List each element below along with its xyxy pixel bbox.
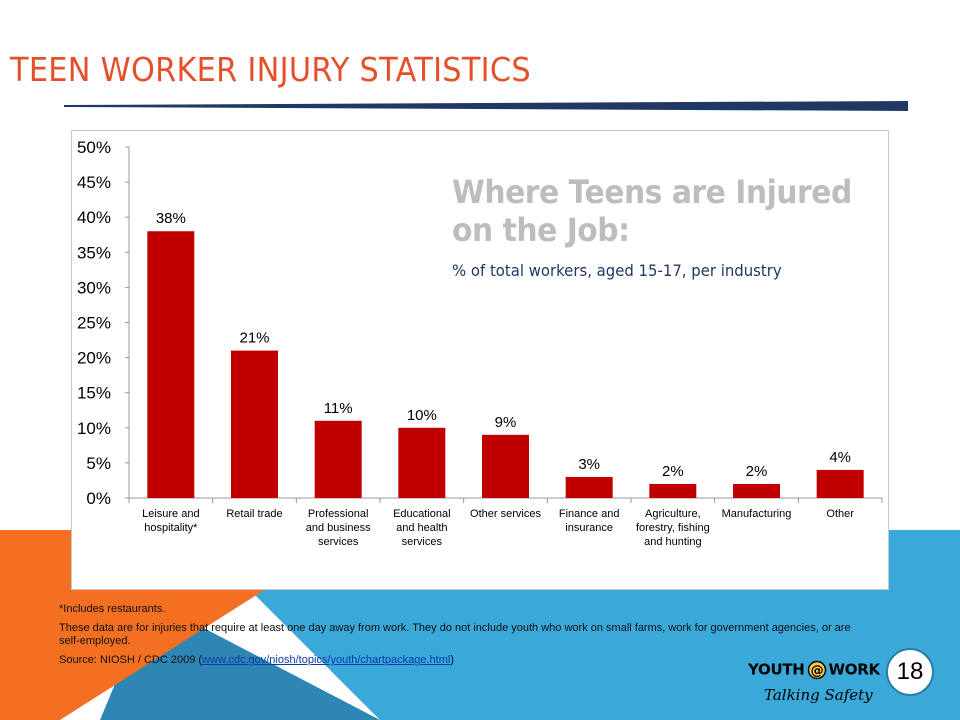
footnote-scope: These data are for injuries that require… [59,622,851,647]
data-label: 10% [407,407,437,424]
source-prefix: Source: NIOSH / CDC 2009 ( [59,654,203,666]
data-label: 2% [746,463,768,480]
data-label: 38% [156,210,186,227]
y-tick-label: 5% [86,454,111,473]
x-tick-label-line: services [402,536,443,548]
youth-at-work-logo: YOUTH @ WORK Talking Safety [748,656,888,716]
x-tick-label: Agriculture, forestry, fishing and hunting [636,508,710,548]
x-tick-label-line: Leisure and [142,508,200,520]
y-tick-label: 50% [77,138,111,157]
x-tick-label: Professional and business services [306,508,371,548]
x-tick-label: Manufacturing [722,508,792,520]
data-label: 21% [239,330,269,347]
x-tick-label-line: Manufacturing [722,508,792,520]
x-tick-label: Educational and health services [393,508,451,548]
x-tick-label-line: Educational [393,508,451,520]
logo-tagline: Talking Safety [764,686,873,704]
footnote-restaurants: *Includes restaurants. [59,603,166,615]
y-tick-label: 35% [77,243,111,262]
y-tick-label: 30% [77,278,111,297]
source-link[interactable]: www.cdc.gov/niosh/topics/youth/chartpack… [202,654,451,666]
data-label: 4% [829,449,851,466]
bar-4 [482,434,529,498]
title-underline [64,101,908,111]
chart-panel: 0% 5% 10% 15% 20% 25% 30% 35% 40% 45% 50% 38% Leisur… [71,130,889,590]
source-suffix: ) [450,654,454,666]
x-tick-label-line: hospitality* [144,522,198,534]
bar-3 [398,427,446,498]
footnotes: *Includes restaurants. These data are fo… [59,603,859,673]
bar-7 [733,483,780,498]
x-tick-label-line: insurance [565,522,613,534]
svg-text:@: @ [810,664,823,679]
slide-title: TEEN WORKER INJURY STATISTICS [10,50,531,89]
data-label: 2% [662,463,684,480]
bar-2 [314,420,362,498]
y-tick-label: 45% [77,173,111,192]
x-tick-label-line: and health [396,522,447,534]
page-number: 18 [886,648,934,696]
x-tick-label-line: Retail trade [226,508,282,520]
data-label: 9% [495,414,517,431]
footnote-source: Source: NIOSH / CDC 2009 (www.cdc.gov/ni… [59,654,859,667]
x-tick-label: Retail trade [226,508,282,520]
y-tick-label: 10% [77,419,111,438]
chart-title: Where Teens are Injured on the Job: [452,173,852,249]
at-sign-icon: @ [807,660,826,680]
x-tick-label-line: Professional [308,508,369,520]
y-tick-label: 20% [77,349,111,368]
x-tick-label: Other [826,508,854,520]
x-tick-label: Finance and insurance [559,508,620,534]
y-tick-label: 0% [86,489,111,508]
bar-6 [649,483,697,498]
logo-wordmark: YOUTH @ WORK [748,660,880,680]
x-tick-label: Leisure and hospitality* [142,508,200,534]
bar-0 [147,231,195,498]
y-tick-label: 25% [77,314,111,333]
x-tick-label-line: and business [306,522,371,534]
bar-8 [816,469,864,498]
bar-5 [565,476,613,498]
x-tick-label-line: Other [826,508,854,520]
bar-chart: 0% 5% 10% 15% 20% 25% 30% 35% 40% 45% 50% 38% Leisur… [77,138,883,548]
bar-1 [231,350,278,498]
x-tick-label-line: forestry, fishing [636,522,710,534]
logo-youth: YOUTH [748,660,805,679]
data-label: 11% [324,400,353,417]
x-tick-label-line: Other services [470,508,541,520]
x-tick-label-line: Finance and [559,508,620,520]
x-tick-label-line: Agriculture, [645,508,701,520]
y-tick-label: 40% [77,208,111,227]
x-tick-label: Other services [470,508,541,520]
data-label: 3% [578,456,600,473]
chart-subtitle: % of total workers, aged 15-17, per indu… [452,261,782,280]
x-tick-label-line: and hunting [644,536,702,548]
y-tick-label: 15% [77,384,111,403]
logo-work: WORK [828,660,881,679]
x-tick-label-line: services [318,536,359,548]
